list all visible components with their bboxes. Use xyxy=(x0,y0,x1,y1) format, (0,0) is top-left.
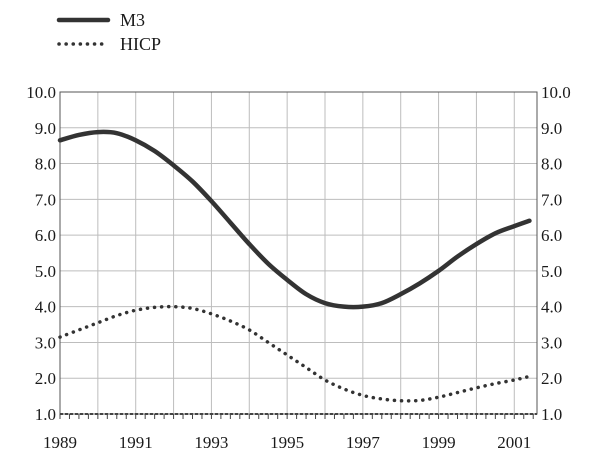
y-tick-label-left: 10.0 xyxy=(26,83,56,102)
plot-frame xyxy=(59,91,538,415)
y-tick-label-left: 3.0 xyxy=(35,333,56,352)
y-tick-label-right: 4.0 xyxy=(541,298,562,317)
y-tick-label-right: 3.0 xyxy=(541,333,562,352)
x-tick-label: 2001 xyxy=(497,433,531,452)
series-line-m3 xyxy=(57,129,532,310)
series-group xyxy=(57,129,532,403)
y-tick-label-right: 7.0 xyxy=(541,190,562,209)
tick-labels: 1.0 1.0 2.0 2.0 3.0 3.0 4.0 4.0 5.0 5.0 6.0 6.0 7.0 7… xyxy=(26,83,571,452)
y-tick-label-right: 9.0 xyxy=(541,119,562,138)
legend-label-m3: M3 xyxy=(120,10,145,30)
y-tick-label-right: 10.0 xyxy=(541,83,571,102)
x-tick-label: 1997 xyxy=(346,433,381,452)
y-tick-label-right: 8.0 xyxy=(541,155,562,174)
y-tick-label-left: 5.0 xyxy=(35,262,56,281)
y-tick-label-left: 9.0 xyxy=(35,119,56,138)
axes xyxy=(59,91,538,419)
legend: M3 HICP xyxy=(56,10,161,54)
x-tick-label: 1991 xyxy=(119,433,153,452)
x-tick-label: 1995 xyxy=(270,433,304,452)
y-tick-label-left: 2.0 xyxy=(35,369,56,388)
x-tick-label: 1993 xyxy=(194,433,228,452)
y-tick-label-left: 8.0 xyxy=(35,155,56,174)
y-tick-label-right: 5.0 xyxy=(541,262,562,281)
y-tick-label-left: 1.0 xyxy=(35,405,56,424)
x-tick-label: 1989 xyxy=(43,433,77,452)
y-tick-label-left: 4.0 xyxy=(35,298,56,317)
y-tick-label-right: 6.0 xyxy=(541,226,562,245)
y-tick-label-left: 7.0 xyxy=(35,190,56,209)
series-line-hicp xyxy=(58,304,532,403)
x-tick-label: 1999 xyxy=(422,433,456,452)
plot-area xyxy=(60,92,537,414)
legend-label-hicp: HICP xyxy=(120,34,161,54)
y-tick-label-right: 1.0 xyxy=(541,405,562,424)
y-tick-label-right: 2.0 xyxy=(541,369,562,388)
y-tick-label-left: 6.0 xyxy=(35,226,56,245)
